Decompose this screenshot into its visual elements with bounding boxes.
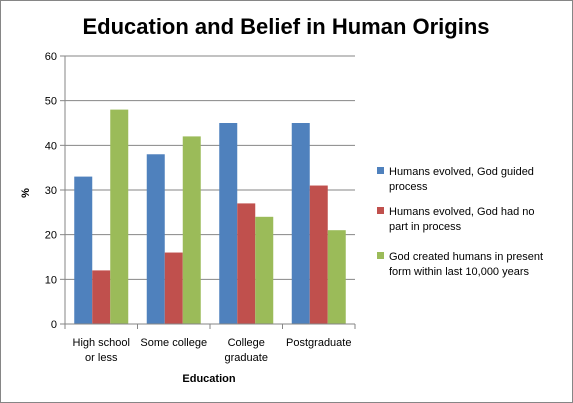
bar (182, 136, 201, 324)
bar (92, 270, 111, 324)
x-tick-label: High school or less (73, 337, 130, 364)
chart-title: Education and Belief in Human Origins (82, 14, 489, 39)
y-tick-label: 50 (45, 96, 57, 108)
y-tick-label: 10 (45, 274, 57, 286)
legend-label: Humans evolved, God guided process (389, 166, 534, 193)
axes (60, 55, 356, 329)
x-tick-label: Postgraduate (286, 337, 351, 349)
bar (291, 123, 310, 324)
y-axis-title: % (20, 188, 32, 198)
bar (164, 252, 183, 324)
y-tick-label: 60 (45, 51, 57, 63)
x-tick-label: Some college (140, 337, 207, 349)
y-tick-label: 40 (45, 140, 57, 152)
legend-label: Humans evolved, God had no part in proces… (389, 206, 535, 233)
x-tick-labels: High school or less Some college College gra… (73, 337, 352, 364)
bar (255, 216, 274, 324)
legend-swatch (377, 167, 384, 174)
bar (309, 185, 328, 324)
y-tick-label: 30 (45, 185, 57, 197)
legend-label: God created humans in present form within… (389, 251, 543, 278)
legend: Humans evolved, God guided process Humans … (377, 166, 543, 278)
y-tick-labels: 0 10 20 30 40 50 60 (45, 51, 57, 331)
bar (237, 203, 256, 324)
legend-swatch (377, 252, 384, 259)
bar (74, 176, 93, 324)
y-tick-label: 0 (51, 319, 57, 331)
bar (219, 123, 238, 324)
bars (74, 109, 346, 324)
x-tick-label: College graduate (225, 337, 268, 364)
bar (327, 230, 346, 324)
bar (146, 154, 165, 324)
legend-swatch (377, 207, 384, 214)
y-tick-label: 20 (45, 230, 57, 242)
bar (110, 109, 129, 324)
x-axis-title: Education (182, 373, 235, 385)
